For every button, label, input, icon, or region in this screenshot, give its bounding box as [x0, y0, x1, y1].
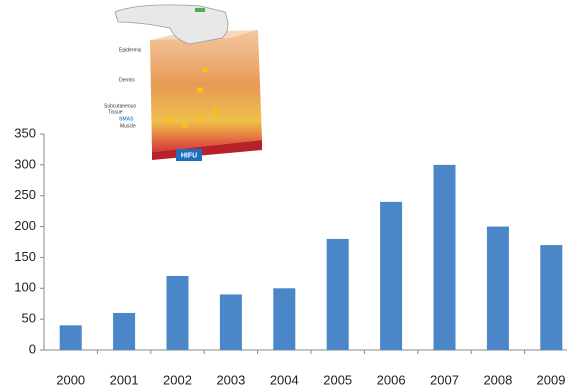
x-tick-label: 2002	[163, 372, 192, 387]
x-tick-label: 2009	[537, 372, 566, 387]
y-tick-label: 150	[14, 249, 36, 264]
bar	[380, 201, 403, 350]
bar	[113, 312, 136, 350]
x-tick-label: 2005	[323, 372, 352, 387]
bar	[166, 275, 189, 350]
y-tick-label: 200	[14, 218, 36, 233]
x-tick-label: 2003	[216, 372, 245, 387]
y-tick-label: 250	[14, 187, 36, 202]
bar	[486, 226, 509, 350]
x-tick-label: 2001	[110, 372, 139, 387]
bar	[273, 288, 296, 350]
x-tick-label: 2008	[483, 372, 512, 387]
y-tick-label: 0	[29, 341, 36, 356]
bar	[59, 325, 82, 350]
bar	[540, 245, 563, 350]
device-light	[195, 8, 205, 12]
y-tick-label: 100	[14, 280, 36, 295]
layer-label: Epidermis	[119, 47, 142, 53]
x-tick-label: 2006	[377, 372, 406, 387]
focus-points	[167, 67, 218, 128]
x-tick-label: 2000	[56, 372, 85, 387]
badge-text: HIFU	[181, 152, 197, 159]
y-tick-label: 50	[22, 311, 36, 326]
badge	[176, 149, 202, 161]
x-tick-label: 2004	[270, 372, 299, 387]
layer-label: Muscle	[120, 123, 136, 129]
layer-label: SMAS	[119, 116, 134, 122]
layer-label: Tissue	[108, 109, 123, 115]
illustration: Epidermis Dermis Subcutaneous Tissue SMA…	[104, 4, 262, 161]
bar	[219, 294, 242, 350]
y-tick-label: 300	[14, 156, 36, 171]
device	[114, 4, 229, 45]
x-tick-label: 2007	[430, 372, 459, 387]
bar	[433, 164, 456, 350]
bar	[326, 238, 349, 350]
skin-block	[150, 30, 262, 152]
layer-label: Dermis	[119, 77, 135, 83]
layer-label: Subcutaneous	[104, 103, 136, 109]
y-tick-label: 350	[14, 125, 36, 140]
